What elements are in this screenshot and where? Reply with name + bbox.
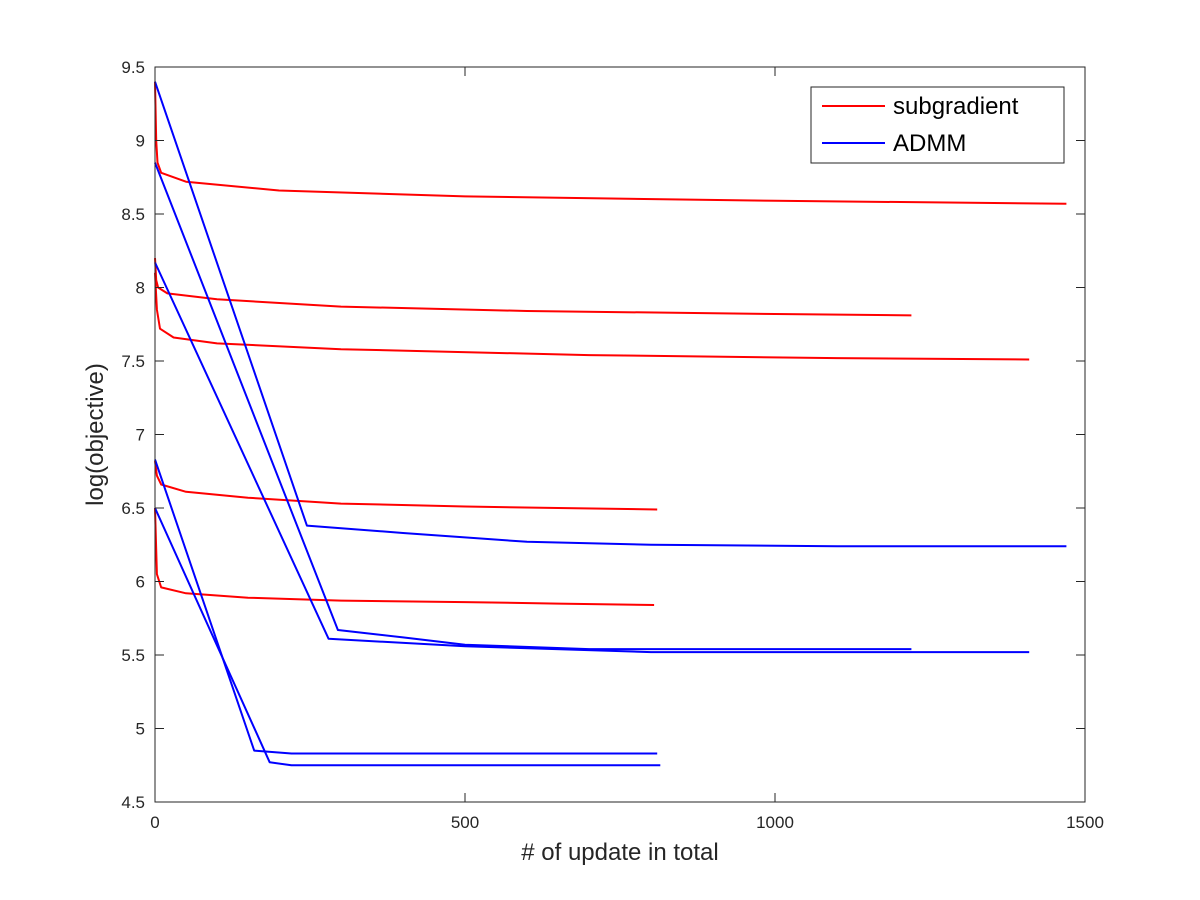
series-line-subgradient-2: [154, 258, 912, 317]
y-tick-label: 5: [136, 720, 145, 739]
tick-layer: 0 500 1000 1500 4.5 5 5.5 6 6.5 7 7.5 8 8.5 9 9.5: [121, 58, 1104, 832]
y-tick-label: 8: [136, 279, 145, 298]
y-tick-label: 5.5: [121, 646, 145, 665]
series-line-subgradient-3: [154, 272, 1030, 361]
y-tick-label: 8.5: [121, 205, 145, 224]
y-tick-label: 6.5: [121, 499, 145, 518]
y-tick-label: 4.5: [121, 793, 145, 812]
y-tick-label: 9.5: [121, 58, 145, 77]
series-line-admm-6: [154, 81, 1067, 548]
x-tick-label: 1500: [1066, 813, 1104, 832]
series-line-subgradient-4: [154, 460, 658, 511]
y-tick-label: 6: [136, 573, 145, 592]
x-tick-label: 0: [150, 813, 159, 832]
series-line-subgradient-5: [154, 507, 655, 606]
x-axis-label: # of update in total: [521, 839, 718, 866]
legend-box: [810, 86, 1065, 164]
x-tick-label: 500: [451, 813, 479, 832]
y-tick-label: 9: [136, 132, 145, 151]
y-tick-label: 7.5: [121, 352, 145, 371]
series-line-subgradient-1: [154, 81, 1067, 205]
x-tick-label: 1000: [756, 813, 794, 832]
plot-area: [155, 67, 1085, 802]
plot-frame: [154, 66, 1086, 803]
series-line-admm-8: [154, 262, 1030, 654]
legend-label-subgradient: subgradient: [893, 93, 1019, 120]
y-tick-label: 7: [136, 426, 145, 445]
series-line-admm-7: [154, 162, 912, 651]
series-line-admm-10: [154, 507, 661, 767]
series-layer: [154, 81, 1067, 767]
legend: subgradient ADMM: [810, 86, 1065, 164]
y-axis-label: log(objective): [82, 363, 109, 506]
legend-label-admm: ADMM: [893, 130, 966, 157]
